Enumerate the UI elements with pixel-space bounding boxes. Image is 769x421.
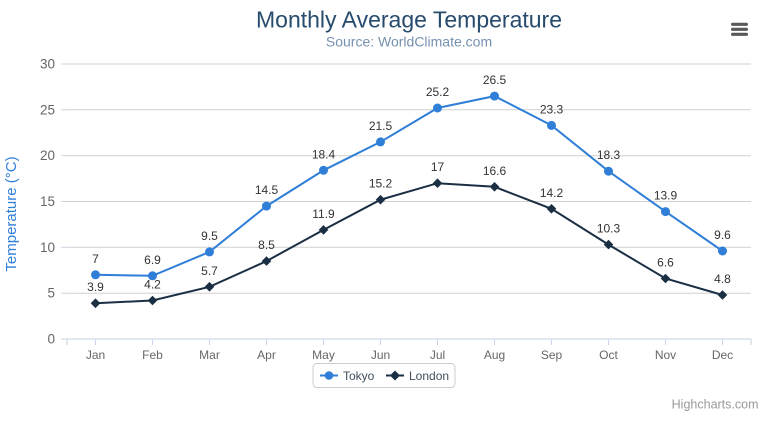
svg-text:Aug: Aug — [484, 348, 505, 362]
svg-text:4.8: 4.8 — [714, 272, 731, 286]
svg-text:17: 17 — [431, 160, 445, 174]
svg-text:London: London — [409, 369, 449, 383]
svg-text:15.2: 15.2 — [369, 177, 393, 191]
svg-text:Feb: Feb — [142, 348, 163, 362]
svg-text:Monthly Average Temperature: Monthly Average Temperature — [256, 7, 562, 33]
svg-text:23.3: 23.3 — [540, 102, 564, 116]
svg-text:26.5: 26.5 — [483, 73, 507, 87]
svg-text:3.9: 3.9 — [87, 280, 104, 294]
svg-text:Jul: Jul — [430, 348, 445, 362]
svg-text:Dec: Dec — [712, 348, 733, 362]
svg-text:14.5: 14.5 — [255, 183, 279, 197]
svg-text:Source: WorldClimate.com: Source: WorldClimate.com — [326, 34, 492, 50]
svg-text:0: 0 — [47, 332, 55, 347]
svg-text:Jan: Jan — [86, 348, 105, 362]
svg-text:4.2: 4.2 — [144, 278, 161, 292]
svg-text:16.6: 16.6 — [483, 164, 507, 178]
svg-text:6.6: 6.6 — [657, 256, 674, 270]
svg-text:Sep: Sep — [541, 348, 563, 362]
svg-text:Jun: Jun — [371, 348, 390, 362]
svg-text:11.9: 11.9 — [312, 207, 335, 221]
svg-text:25: 25 — [40, 102, 55, 117]
svg-text:10.3: 10.3 — [597, 222, 621, 236]
svg-text:8.5: 8.5 — [258, 238, 275, 252]
svg-text:18.3: 18.3 — [597, 148, 621, 162]
svg-text:13.9: 13.9 — [654, 189, 678, 203]
svg-text:18.4: 18.4 — [312, 147, 336, 161]
svg-text:Temperature (°C): Temperature (°C) — [3, 156, 20, 271]
svg-text:25.2: 25.2 — [426, 85, 450, 99]
svg-text:10: 10 — [40, 240, 55, 255]
svg-text:20: 20 — [40, 148, 55, 163]
svg-text:5: 5 — [47, 286, 55, 301]
svg-text:Apr: Apr — [257, 348, 276, 362]
svg-text:9.6: 9.6 — [714, 228, 731, 242]
svg-text:Tokyo: Tokyo — [343, 369, 375, 383]
svg-text:6.9: 6.9 — [144, 253, 161, 267]
svg-text:15: 15 — [40, 194, 55, 209]
svg-text:Highcharts.com: Highcharts.com — [672, 398, 759, 412]
svg-text:21.5: 21.5 — [369, 119, 393, 133]
svg-text:Oct: Oct — [599, 348, 618, 362]
svg-text:9.5: 9.5 — [201, 229, 218, 243]
svg-text:May: May — [312, 348, 335, 362]
svg-text:30: 30 — [40, 57, 55, 72]
svg-text:Mar: Mar — [199, 348, 220, 362]
svg-text:14.2: 14.2 — [540, 186, 564, 200]
svg-text:7: 7 — [92, 252, 99, 266]
svg-text:5.7: 5.7 — [201, 264, 218, 278]
svg-text:Nov: Nov — [655, 348, 676, 362]
